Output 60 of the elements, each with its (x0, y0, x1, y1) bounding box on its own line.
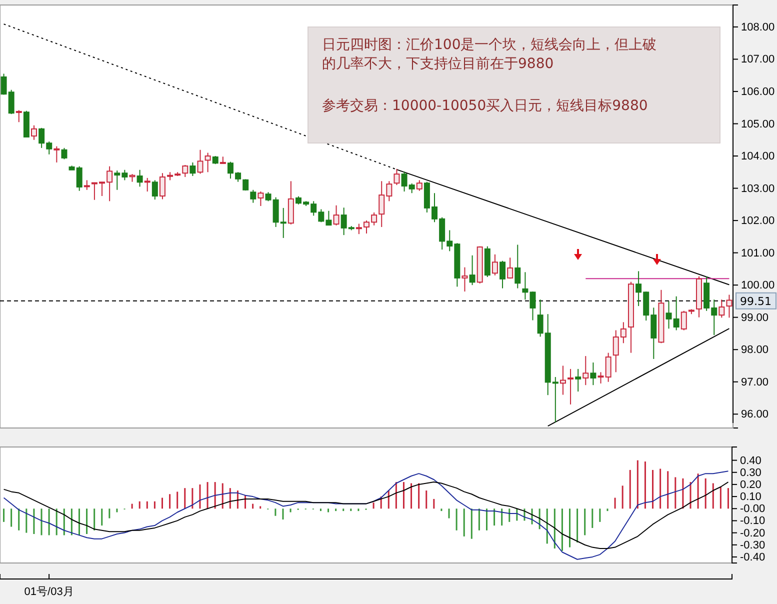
candlestick (568, 368, 574, 405)
y-tick-label: 98.00 (741, 344, 769, 356)
candlestick (258, 190, 264, 207)
candlestick (492, 254, 498, 276)
candlestick (16, 110, 22, 123)
y-tick-label: 0.20 (740, 478, 762, 491)
candlestick (31, 124, 38, 140)
line-series (3, 470, 729, 560)
y-tick-label: 102.00 (741, 215, 775, 228)
candlestick (197, 149, 204, 174)
y-tick-label: 108.00 (741, 21, 775, 34)
y-tick-label: 103.00 (741, 182, 775, 195)
candlestick (190, 162, 196, 177)
candlestick (54, 146, 60, 163)
candlestick (590, 362, 596, 386)
y-tick-label: -0.20 (740, 527, 766, 540)
candlestick (84, 180, 90, 190)
candlestick (575, 368, 582, 392)
candlestick (152, 180, 158, 200)
y-tick-label: 97.00 (741, 376, 769, 388)
candlestick (560, 365, 566, 396)
candlestick (726, 294, 732, 318)
candlestick (680, 310, 687, 331)
y-tick-label: -0.10 (740, 515, 766, 528)
y-tick-label: -0.40 (740, 551, 766, 564)
y-tick-label: 99.00 (741, 312, 769, 324)
y-tick-label: 104.00 (741, 150, 775, 163)
x-tick-label: 01号/03月 (24, 586, 74, 598)
candlestick (182, 164, 188, 178)
y-tick-label: 106.00 (741, 86, 775, 98)
y-tick-label: 100.00 (741, 280, 775, 292)
candlestick (136, 169, 143, 188)
candlestick (416, 180, 422, 192)
ref-line-label: 99.51 (740, 294, 772, 308)
note-box: 日元四时图：汇价100是一个坎，短线会向上，但上破的几率不大，下支持位目前在于9880 参考交易：10000-10050买入日元，短线目标9880 (308, 26, 720, 144)
y-tick-label: 0.10 (740, 491, 762, 504)
y-tick-label: 96.00 (741, 408, 769, 421)
annotation: 参考交易：10000-10050买入日元，短线目标9880 (322, 98, 648, 114)
y-tick-label: -0.30 (740, 539, 766, 552)
y-tick-label: 107.00 (741, 54, 775, 66)
y-tick-label: 0.40 (740, 454, 762, 467)
candlestick (500, 260, 506, 289)
candlestick (144, 177, 150, 192)
candlestick (61, 147, 68, 160)
candlestick (507, 257, 514, 280)
candlestick (469, 254, 476, 286)
y-tick-label: 101.00 (741, 247, 775, 260)
candlestick (250, 189, 256, 204)
candlestick (718, 299, 725, 318)
candlestick (514, 244, 521, 289)
candlestick (462, 266, 468, 292)
line-series (3, 482, 729, 549)
candlestick (204, 152, 211, 173)
candlestick (582, 356, 589, 386)
candlestick (394, 168, 400, 186)
annotation: 日元四时图：汇价100是一个坎，短线会向上，但上破的几率不大，下支持位目前在于9880 (322, 37, 657, 72)
y-tick-label: 0.30 (740, 466, 762, 479)
candlestick (333, 204, 340, 226)
y-tick-label: 105.00 (741, 118, 775, 130)
y-tick-label: -0.00 (740, 503, 766, 516)
